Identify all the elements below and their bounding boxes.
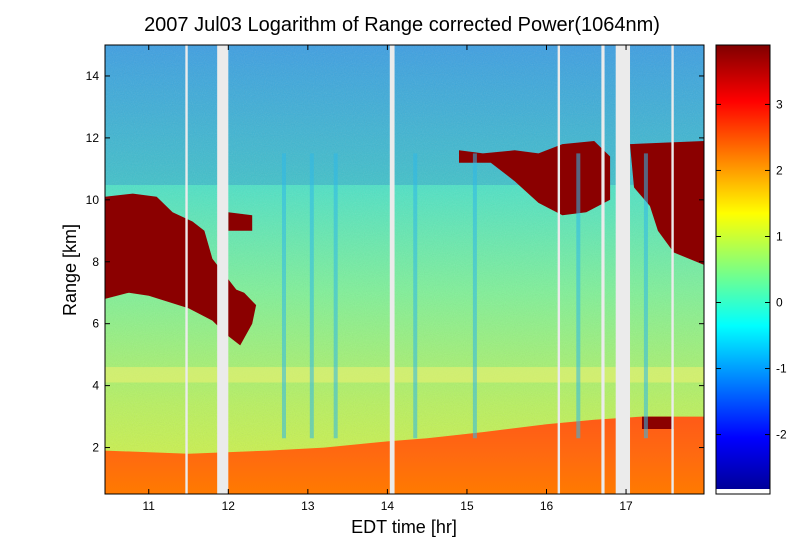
chart-title: 2007 Jul03 Logarithm of Range corrected …	[144, 14, 660, 36]
cloud-region	[459, 141, 611, 216]
data-gap	[615, 45, 631, 494]
signal-streak	[309, 153, 314, 439]
data-gap	[185, 45, 188, 494]
signal-streak	[576, 153, 581, 439]
y-tick-label: 10	[86, 193, 100, 207]
data-gap	[671, 45, 674, 494]
data-gap	[389, 45, 395, 494]
x-tick-label: 15	[460, 499, 474, 513]
x-tick-label: 16	[540, 499, 554, 513]
y-tick-label: 12	[86, 131, 100, 145]
data-gap	[601, 45, 605, 494]
colorbar-tick-label: -1	[776, 362, 787, 376]
cloud-region	[630, 141, 704, 265]
plot-area	[105, 45, 704, 494]
signal-streak	[472, 153, 477, 439]
signal-streak	[281, 153, 286, 439]
data-gap	[557, 45, 561, 494]
plot-frame	[104, 44, 705, 495]
colorbar-blank-bottom	[716, 489, 770, 494]
cloud-region	[228, 212, 253, 231]
colorbar-tick-label: 1	[776, 229, 783, 243]
boundary-layer-region	[105, 416, 704, 494]
x-tick-label: 17	[619, 499, 633, 513]
colorbar-frame	[715, 44, 771, 495]
y-tick-label: 6	[92, 317, 99, 331]
x-tick-label: 14	[381, 499, 395, 513]
aerosol-layer	[105, 367, 704, 383]
signal-streak	[333, 153, 338, 439]
signal-streak	[413, 153, 418, 439]
y-tick-label: 14	[86, 69, 100, 83]
x-tick-label: 12	[222, 499, 236, 513]
y-tick-label: 8	[92, 255, 99, 269]
colorbar-tick-label: -2	[776, 428, 787, 442]
data-gap	[217, 45, 229, 494]
x-tick-label: 13	[301, 499, 315, 513]
y-tick-label: 4	[92, 379, 99, 393]
colorbar	[716, 45, 770, 494]
colorbar-tick-label: 2	[776, 163, 783, 177]
x-tick-label: 11	[143, 499, 156, 513]
colorbar-tick-label: 3	[776, 97, 783, 111]
y-axis-label: Range [km]	[60, 224, 80, 316]
y-tick-label: 2	[92, 441, 99, 455]
colorbar-tick-label: 0	[776, 296, 783, 310]
x-axis-label: EDT time [hr]	[351, 517, 457, 537]
signal-streak	[643, 153, 648, 439]
cloud-region	[642, 416, 674, 429]
